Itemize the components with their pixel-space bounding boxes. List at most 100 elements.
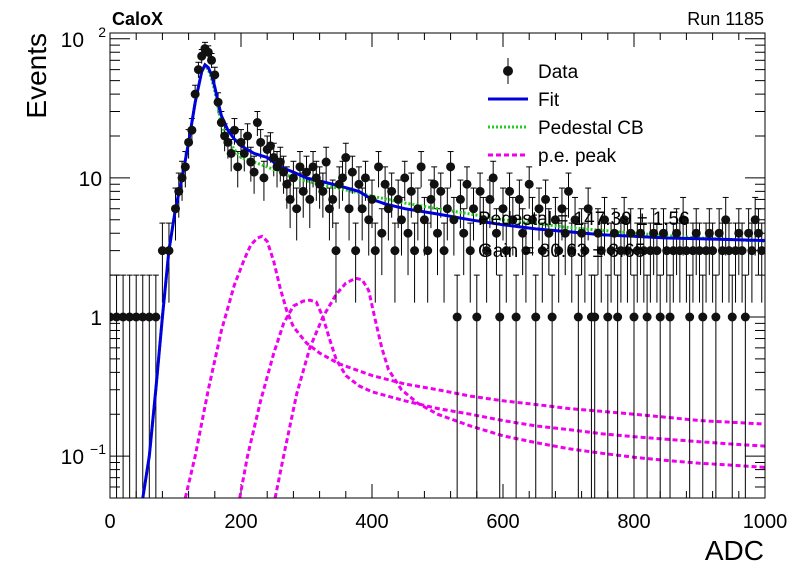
data-point xyxy=(600,215,610,225)
data-point xyxy=(655,312,665,322)
y-tick-exponent: −1 xyxy=(90,441,106,457)
data-point xyxy=(485,194,495,204)
data-point xyxy=(501,246,511,256)
data-point xyxy=(711,312,721,322)
data-point xyxy=(465,246,475,256)
data-point xyxy=(203,47,213,57)
data-point xyxy=(275,157,285,167)
data-error-bars xyxy=(110,41,765,498)
data-point xyxy=(737,246,747,256)
data-point xyxy=(302,167,311,177)
data-point xyxy=(629,312,639,322)
data-point xyxy=(118,312,128,322)
data-point xyxy=(413,204,423,214)
data-point xyxy=(298,186,308,196)
data-point xyxy=(305,194,315,204)
data-point xyxy=(370,246,380,256)
data-point xyxy=(344,204,354,214)
data-point xyxy=(511,312,521,322)
data-point xyxy=(193,65,203,75)
data-point xyxy=(744,228,754,238)
run-label: Run 1185 xyxy=(687,9,764,29)
data-point xyxy=(131,312,141,322)
data-point xyxy=(609,228,619,238)
data-point xyxy=(531,312,541,322)
data-point xyxy=(380,179,390,189)
data-point xyxy=(688,246,698,256)
data-point xyxy=(547,312,557,322)
data-point xyxy=(698,312,708,322)
data-point xyxy=(223,137,233,147)
data-point xyxy=(708,246,718,256)
data-point xyxy=(433,228,442,238)
data-point xyxy=(213,97,223,107)
data-point xyxy=(731,246,741,256)
data-point xyxy=(187,125,197,135)
data-point xyxy=(351,246,361,256)
x-tick-label: 400 xyxy=(355,511,388,533)
data-point xyxy=(645,246,655,256)
data-point xyxy=(652,246,662,256)
data-point xyxy=(622,246,632,256)
data-point xyxy=(636,228,646,238)
x-tick-label: 600 xyxy=(486,511,519,533)
data-point xyxy=(429,179,439,189)
fit-curve-layer xyxy=(141,62,765,498)
data-point xyxy=(216,118,226,128)
pe-peak-curve xyxy=(273,276,765,498)
data-point xyxy=(360,173,370,183)
y-tick-label: 10 xyxy=(61,29,84,52)
data-point xyxy=(229,125,239,135)
data-point xyxy=(613,312,623,322)
data-point xyxy=(210,70,220,80)
data-point xyxy=(390,246,400,256)
data-point xyxy=(658,228,668,238)
data-point xyxy=(416,162,426,172)
data-point xyxy=(632,246,642,256)
data-point xyxy=(518,228,528,238)
pedestal-curve-layer xyxy=(141,63,765,498)
data-point xyxy=(324,204,334,214)
data-points xyxy=(110,44,765,322)
data-point xyxy=(681,246,691,256)
y-axis-title: Events xyxy=(21,33,52,119)
data-point xyxy=(338,173,348,183)
data-point xyxy=(452,312,462,322)
data-point xyxy=(695,246,704,256)
data-point xyxy=(171,204,180,214)
data-point xyxy=(226,148,236,158)
data-point xyxy=(524,179,534,189)
data-point xyxy=(740,312,750,322)
x-axis-title: ADC xyxy=(705,535,764,566)
data-point xyxy=(243,131,253,141)
data-point xyxy=(246,157,256,167)
data-point xyxy=(573,312,583,322)
data-point xyxy=(455,194,465,204)
data-point xyxy=(207,55,217,65)
data-point xyxy=(462,179,472,189)
data-point xyxy=(288,173,298,183)
data-point xyxy=(285,194,295,204)
data-point xyxy=(321,157,331,167)
data-point xyxy=(514,194,524,204)
data-point xyxy=(564,186,573,196)
data-point xyxy=(498,204,508,214)
data-point xyxy=(377,228,387,238)
data-point xyxy=(315,179,325,189)
data-point xyxy=(269,153,279,163)
legend: Data Fit Pedestal CB p.e. peak xyxy=(488,58,644,167)
data-point xyxy=(265,141,275,151)
data-point xyxy=(662,246,672,256)
data-point xyxy=(357,204,367,214)
data-point xyxy=(341,153,351,163)
x-tick-label: 0 xyxy=(104,511,115,533)
data-point xyxy=(567,246,577,256)
data-point xyxy=(125,312,135,322)
data-point xyxy=(724,246,734,256)
data-point xyxy=(151,312,161,322)
data-point xyxy=(603,312,613,322)
data-point xyxy=(665,312,675,322)
data-point xyxy=(367,194,377,204)
data-point xyxy=(541,194,551,204)
